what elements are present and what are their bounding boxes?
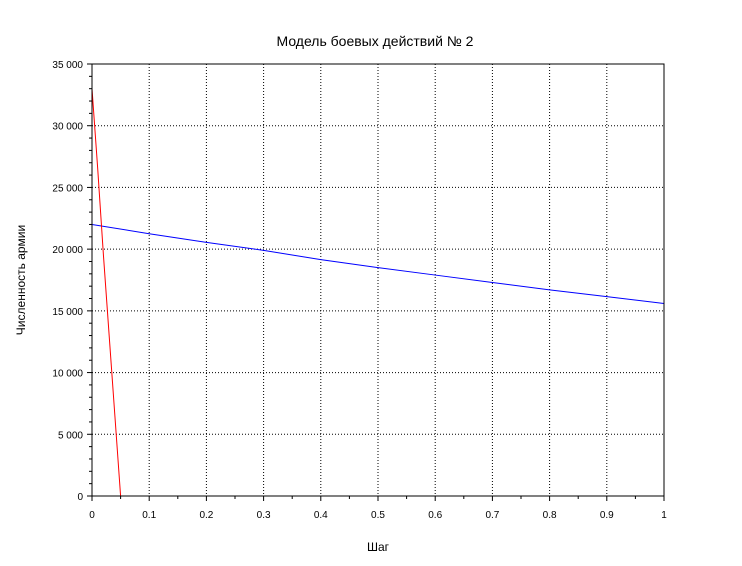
x-tick-label: 0.1 (142, 510, 156, 521)
x-tick-label: 0.5 (371, 510, 385, 521)
x-tick-label: 0.2 (199, 510, 213, 521)
y-tick-label: 10 000 (52, 369, 83, 380)
chart-title: Модель боевых действий № 2 (277, 33, 474, 49)
y-tick-label: 30 000 (52, 122, 83, 133)
x-tick-label: 0 (89, 510, 95, 521)
y-tick-label: 20 000 (52, 245, 83, 256)
x-tick-label: 0.9 (600, 510, 614, 521)
grid (92, 64, 664, 496)
x-tick-label: 0.3 (257, 510, 271, 521)
y-tick-label: 5 000 (58, 430, 83, 441)
x-tick-label: 0.4 (314, 510, 328, 521)
x-tick-label: 1 (661, 510, 667, 521)
y-tick-label: 35 000 (52, 60, 83, 71)
y-axis-label: Численность армии (14, 225, 28, 335)
x-tick-label: 0.7 (485, 510, 499, 521)
y-tick-label: 15 000 (52, 307, 83, 318)
x-tick-label: 0.6 (428, 510, 442, 521)
y-tick-label: 25 000 (52, 183, 83, 194)
x-axis-label: Шаг (367, 540, 390, 554)
y-tick-label: 0 (77, 492, 83, 503)
x-tick-label: 0.8 (543, 510, 557, 521)
series-line-1 (91, 223, 665, 304)
